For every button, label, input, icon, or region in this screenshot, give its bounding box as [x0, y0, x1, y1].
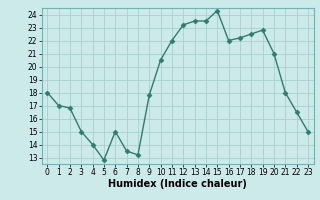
X-axis label: Humidex (Indice chaleur): Humidex (Indice chaleur) — [108, 179, 247, 189]
